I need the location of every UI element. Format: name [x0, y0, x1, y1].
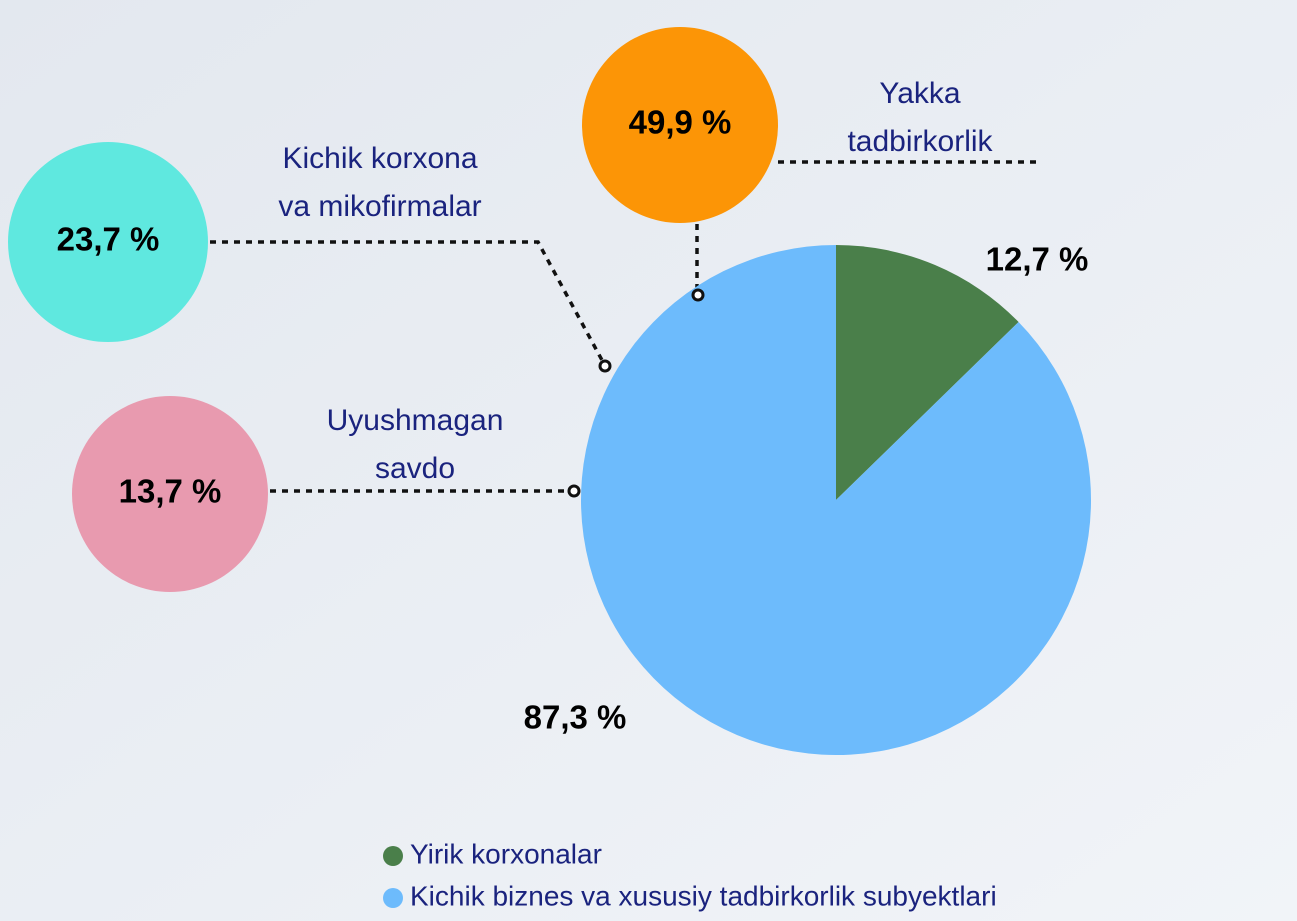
bubble — [8, 142, 208, 342]
legend-swatch — [383, 846, 403, 866]
bubble-value: 23,7 % — [57, 221, 160, 258]
connector-end — [598, 359, 612, 373]
bubble — [582, 27, 778, 223]
bubble — [72, 396, 268, 592]
bubble-label: Uyushmagan — [327, 404, 504, 437]
legend-label: Yirik korxonalar — [410, 838, 602, 869]
bubble-label: Yakka — [879, 77, 960, 110]
data-label: 12,7 % — [986, 241, 1089, 278]
bubble-label: tadbirkorlik — [847, 125, 993, 158]
connector — [210, 240, 605, 363]
bubble-label: savdo — [375, 452, 455, 485]
legend-label: Kichik biznes va xususiy tadbirkorlik su… — [410, 880, 997, 911]
bubble-label: va mikofirmalar — [278, 190, 481, 223]
connector-end — [567, 484, 581, 498]
connector-end — [691, 288, 705, 302]
bubble-value: 13,7 % — [119, 473, 222, 510]
pie-slice — [581, 245, 1091, 755]
data-label: 87,3 % — [524, 699, 627, 736]
legend-swatch — [383, 888, 403, 908]
bubble-value: 49,9 % — [629, 104, 732, 141]
pie-slice — [836, 245, 1019, 500]
bubble-label: Kichik korxona — [282, 142, 477, 175]
